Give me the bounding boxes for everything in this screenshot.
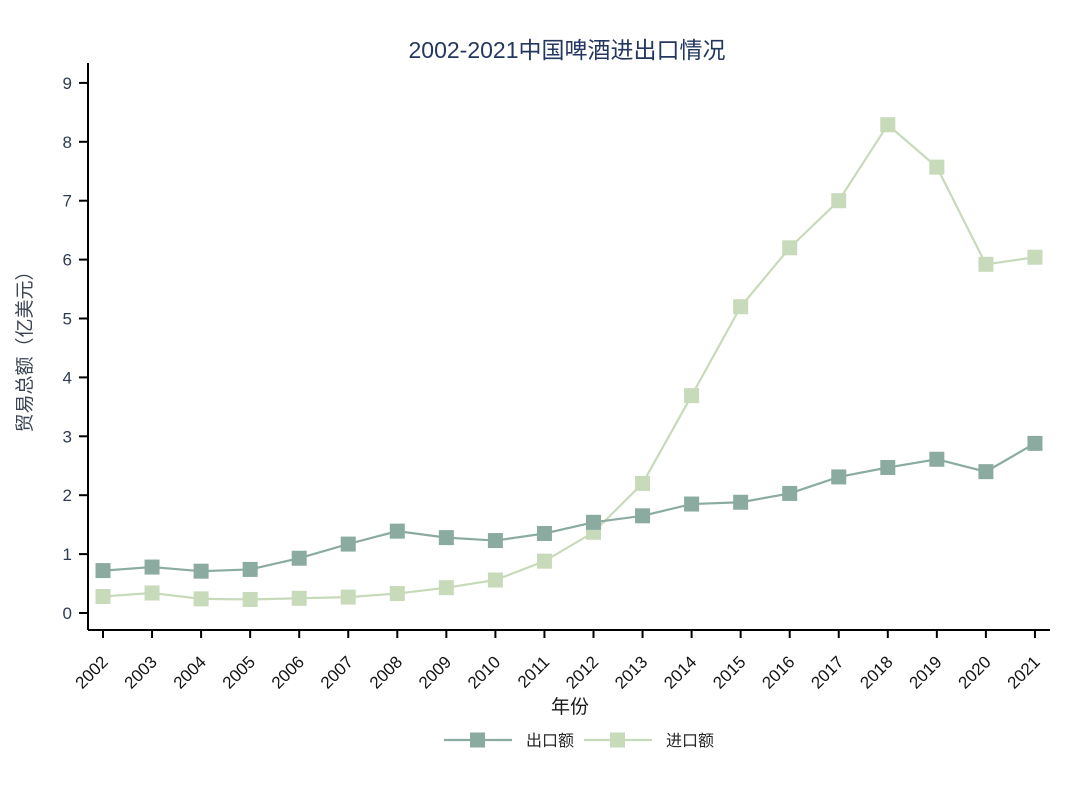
data-point-export-2020 xyxy=(978,464,994,480)
x-tick-label: 2005 xyxy=(219,652,259,692)
data-point-export-2014 xyxy=(684,496,700,512)
x-tick-label: 2011 xyxy=(514,652,553,691)
data-point-import-2015 xyxy=(733,299,749,315)
data-point-import-2020 xyxy=(978,256,994,272)
data-point-import-2005 xyxy=(242,591,258,607)
x-tick-label: 2010 xyxy=(464,652,504,692)
series-line-export xyxy=(102,442,1036,573)
x-tick-label: 2015 xyxy=(709,652,749,692)
x-tick-label: 2021 xyxy=(1004,652,1044,692)
data-point-export-2002 xyxy=(95,563,111,579)
y-tick-label: 4 xyxy=(63,368,72,387)
data-point-export-2018 xyxy=(880,460,896,476)
data-point-export-2004 xyxy=(193,563,209,579)
legend-marker-export xyxy=(470,732,485,748)
data-point-import-2021 xyxy=(1027,249,1043,265)
data-point-export-2017 xyxy=(831,469,847,485)
x-tick-label: 2016 xyxy=(758,652,798,692)
x-axis-title: 年份 xyxy=(551,696,589,718)
data-point-export-2019 xyxy=(929,451,945,467)
y-tick-label: 2 xyxy=(63,486,72,505)
data-point-export-2016 xyxy=(782,485,798,501)
legend-label-export: 出口额 xyxy=(526,732,574,750)
data-point-import-2008 xyxy=(389,586,405,602)
y-tick-label: 3 xyxy=(63,427,72,446)
data-point-export-2003 xyxy=(144,559,160,575)
data-point-import-2010 xyxy=(487,572,503,588)
x-tick-label: 2012 xyxy=(562,652,602,692)
y-tick-label: 5 xyxy=(63,309,72,328)
legend-marker-import xyxy=(610,732,625,748)
x-tick-label: 2018 xyxy=(856,652,896,692)
chart-title: 2002-2021中国啤酒进出口情况 xyxy=(409,37,726,63)
y-tick-label: 7 xyxy=(63,192,72,211)
data-point-import-2019 xyxy=(929,159,945,175)
x-tick-label: 2006 xyxy=(268,652,308,692)
data-point-export-2009 xyxy=(438,530,454,546)
data-point-import-2014 xyxy=(684,388,700,404)
data-point-export-2013 xyxy=(635,508,651,524)
data-point-export-2021 xyxy=(1027,435,1043,451)
data-point-import-2009 xyxy=(438,580,454,596)
data-point-export-2011 xyxy=(536,525,552,541)
data-point-export-2007 xyxy=(340,536,356,552)
data-point-import-2011 xyxy=(536,553,552,569)
y-tick-label: 8 xyxy=(63,133,72,152)
y-tick-label: 0 xyxy=(63,604,72,623)
x-tick-label: 2002 xyxy=(72,652,112,692)
data-point-export-2015 xyxy=(733,494,749,510)
data-point-export-2012 xyxy=(586,514,601,530)
x-tick-label: 2009 xyxy=(415,652,455,692)
data-point-import-2002 xyxy=(95,589,111,605)
data-point-import-2013 xyxy=(635,475,651,491)
x-tick-label: 2008 xyxy=(366,652,406,692)
x-tick-label: 2007 xyxy=(317,652,357,692)
legend-label-import: 进口额 xyxy=(666,732,714,750)
data-point-export-2006 xyxy=(291,550,307,566)
x-tick-label: 2003 xyxy=(121,652,161,692)
data-point-import-2006 xyxy=(291,590,307,606)
x-tick-label: 2004 xyxy=(170,652,210,692)
data-point-import-2018 xyxy=(880,117,896,133)
legend: 出口额 进口额 xyxy=(444,732,714,750)
data-point-import-2016 xyxy=(782,240,798,256)
y-tick-label: 1 xyxy=(63,545,72,564)
x-tick-label: 2019 xyxy=(905,652,945,692)
y-tick-label: 9 xyxy=(63,74,72,93)
data-point-import-2017 xyxy=(831,193,847,209)
data-point-export-2008 xyxy=(389,523,405,539)
series-line-import xyxy=(102,123,1036,601)
legend-item-import: 进口额 xyxy=(584,732,714,750)
data-point-import-2003 xyxy=(144,585,160,601)
data-point-import-2004 xyxy=(193,591,209,607)
y-tick-label: 6 xyxy=(63,251,72,270)
data-point-export-2005 xyxy=(242,561,258,577)
x-tick-label: 2014 xyxy=(660,652,700,692)
legend-item-export: 出口额 xyxy=(444,732,574,750)
x-tick-label: 2017 xyxy=(807,652,847,692)
x-tick-label: 2020 xyxy=(955,652,995,692)
data-point-export-2010 xyxy=(487,533,503,549)
data-point-import-2007 xyxy=(340,589,356,605)
y-axis-title: 贸易总额（亿美元） xyxy=(14,261,36,432)
x-tick-label: 2013 xyxy=(611,652,651,692)
